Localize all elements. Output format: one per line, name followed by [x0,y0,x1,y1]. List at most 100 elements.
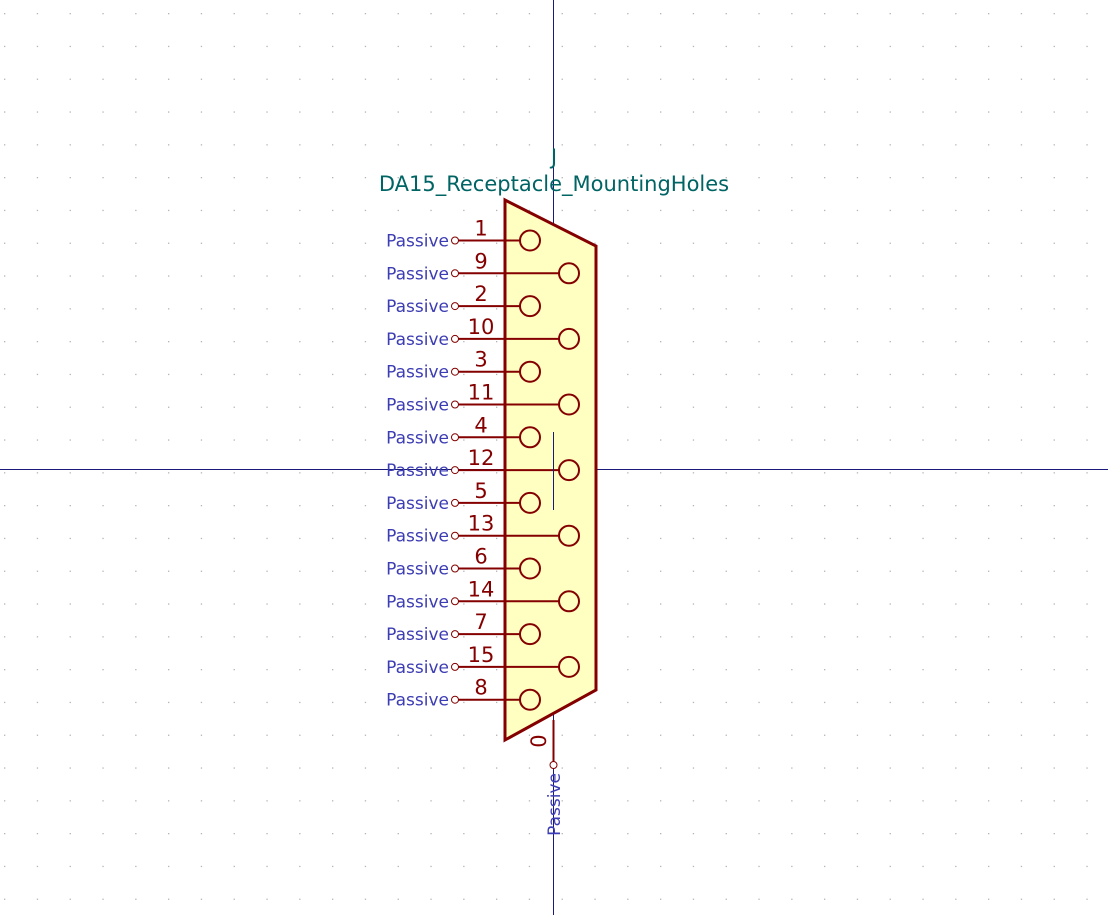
grid-dot [824,341,826,343]
grid-dot [955,472,957,474]
grid-dot [922,505,924,507]
grid-dot [102,505,104,507]
pin-6[interactable]: 6 Passive [386,545,541,580]
grid-dot [660,308,662,310]
grid-dot [889,111,891,113]
pin-3[interactable]: 3 Passive [386,348,541,383]
grid-dot [496,833,498,835]
pin-15[interactable]: 15 Passive [386,643,580,678]
grid-dot [36,242,39,244]
grid-dot [430,439,432,441]
grid-dot [1020,734,1023,736]
connector-symbol[interactable]: J DA15_Receptacle_MountingHoles 1 Passive… [379,145,729,836]
grid-dot [594,767,596,769]
pin-10[interactable]: 10 Passive [386,315,580,350]
grid-dot [955,833,957,835]
grid-dot [4,341,6,343]
grid-dot [791,570,793,572]
grid-dot [266,373,268,376]
shield-pin[interactable]: 0 Passive [527,720,565,836]
grid-dot [364,209,367,212]
grid-dot [692,308,695,310]
grid-dot [397,78,399,80]
grid-dot [233,275,235,277]
pin-4[interactable]: 4 Passive [386,413,541,449]
pin-14[interactable]: 14 Passive [386,577,580,613]
grid-dot [627,833,629,835]
grid-dot [1086,603,1088,605]
grid-dot [200,570,203,572]
pin-7[interactable]: 7 Passive [386,610,541,646]
grid-dot [168,308,170,310]
pin-9[interactable]: 9 Passive [386,249,580,285]
grid-dot [200,898,203,900]
grid-dot [36,111,39,113]
grid-dot [200,275,203,277]
pin-8[interactable]: 8 Passive [386,676,541,711]
grid-dot [660,669,662,671]
grid-dot [528,78,531,80]
grid-dot [1053,767,1055,769]
grid-dot [266,78,268,80]
grid-dot [889,537,891,540]
grid-dot [200,406,203,408]
grid-dot [660,472,662,474]
pin-end-marker [451,269,459,278]
shield-pin-number: 0 [527,734,551,747]
grid-dot [102,341,104,343]
grid-dot [561,800,563,802]
grid-dot [266,603,268,605]
grid-dot [1053,144,1055,146]
grid-dot [4,111,6,113]
grid-dot [299,45,301,48]
pin-11[interactable]: 11 Passive [386,381,580,416]
grid-dot [69,13,71,15]
grid-dot [135,701,137,704]
pin-13[interactable]: 13 Passive [386,512,580,547]
grid-dot [528,13,531,15]
grid-dot [1020,800,1023,802]
grid-dot [332,898,334,900]
reference-designator[interactable]: J [549,145,557,169]
pin-5[interactable]: 5 Passive [386,479,541,514]
grid-dot [758,800,760,802]
grid-dot [332,373,334,376]
pin-end-marker [451,695,459,704]
grid-dot [758,45,760,48]
grid-dot [463,439,465,441]
pin-end-marker [451,367,459,376]
grid-dot [102,275,104,277]
grid-dot [1086,144,1088,146]
grid-dot [692,111,695,113]
grid-dot [299,865,301,868]
pin-contact-circle [558,590,580,613]
grid-dot [332,767,334,769]
pin-12[interactable]: 12 Passive [386,446,580,482]
pin-1[interactable]: 1 Passive [386,217,541,252]
grid-dot [1086,242,1088,244]
grid-dot [922,341,924,343]
grid-dot [430,865,432,868]
grid-dot [922,308,924,310]
grid-dot [824,209,826,212]
grid-dot [594,734,596,736]
grid-dot [922,111,924,113]
grid-dot [988,734,990,736]
grid-dot [988,898,990,900]
symbol-value[interactable]: DA15_Receptacle_MountingHoles [379,172,729,197]
grid-dot [889,177,891,179]
pin-end-marker [451,466,459,475]
grid-dot [4,308,6,310]
grid-dot [988,767,990,769]
grid-dot [1020,439,1023,441]
pin-2[interactable]: 2 Passive [386,282,541,318]
grid-dot [988,308,990,310]
grid-dot [1086,275,1088,277]
grid-dot [824,865,826,868]
grid-dot [135,505,137,507]
grid-dot [266,570,268,572]
grid-dot [856,472,859,474]
grid-dot [824,144,826,146]
grid-dot [266,308,268,310]
